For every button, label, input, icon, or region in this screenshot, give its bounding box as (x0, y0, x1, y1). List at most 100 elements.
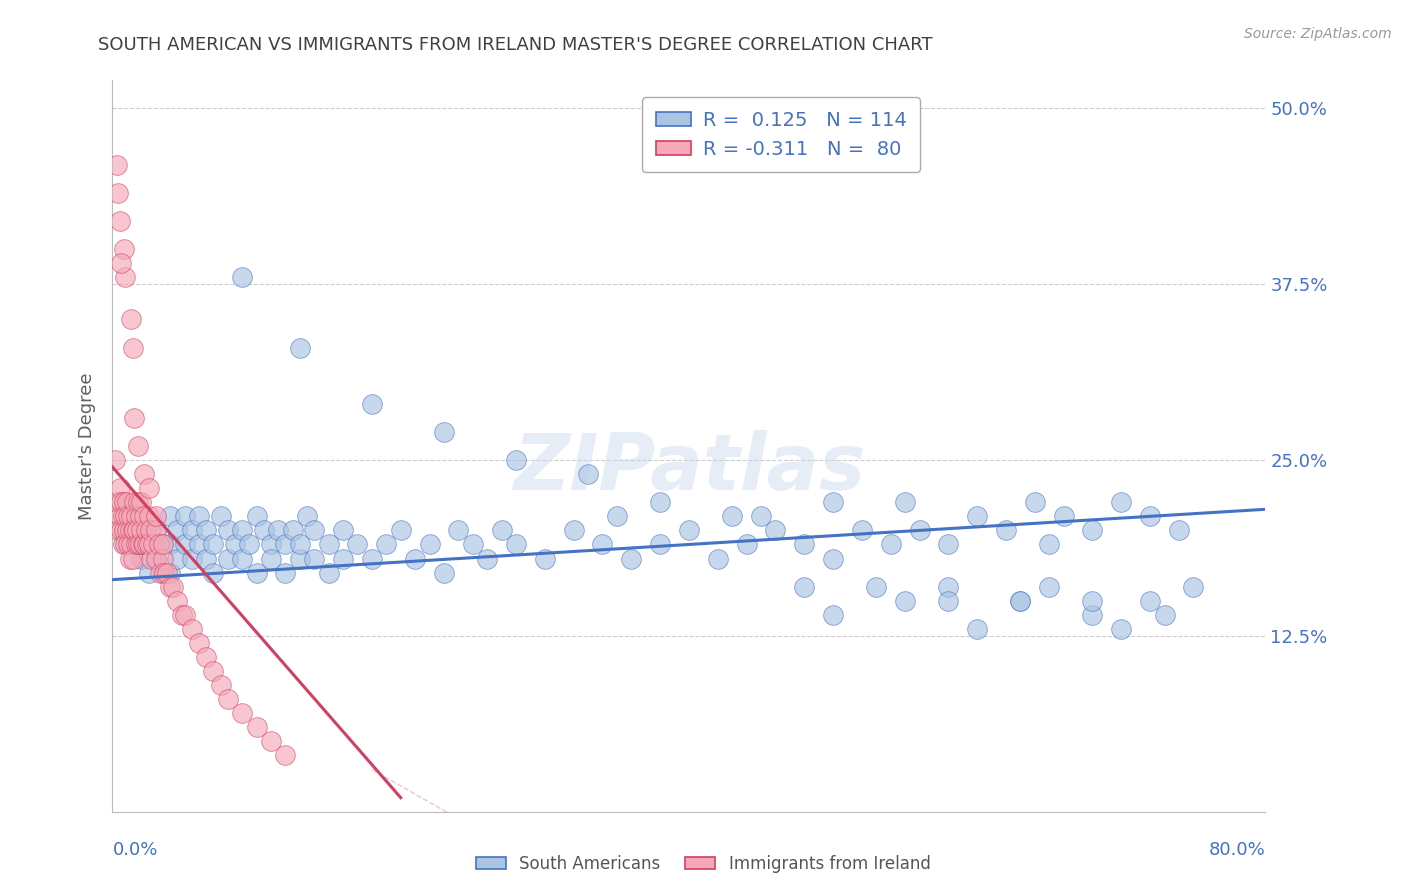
Point (217, 551, 239, 566)
Point (180, 622, 202, 636)
Point (152, 551, 174, 566)
Point (360, 397, 382, 411)
Point (152, 537, 174, 551)
Point (332, 524, 354, 538)
Text: 0.0%: 0.0% (112, 841, 157, 859)
Point (180, 524, 202, 538)
Point (195, 524, 218, 538)
Point (281, 524, 304, 538)
Point (135, 524, 157, 538)
Point (1038, 537, 1060, 551)
Point (650, 537, 672, 551)
Text: Source: ZipAtlas.com: Source: ZipAtlas.com (1244, 27, 1392, 41)
Point (117, 509, 139, 524)
Point (678, 524, 700, 538)
Point (1081, 593, 1104, 607)
Point (1010, 593, 1032, 607)
Point (112, 524, 135, 538)
Point (125, 524, 148, 538)
Point (112, 242, 135, 256)
Point (274, 566, 297, 580)
Point (1111, 622, 1133, 636)
Point (122, 524, 145, 538)
Point (304, 524, 326, 538)
Text: SOUTH AMERICAN VS IMMIGRANTS FROM IRELAND MASTER'S DEGREE CORRELATION CHART: SOUTH AMERICAN VS IMMIGRANTS FROM IRELAN… (98, 36, 934, 54)
Point (159, 566, 181, 580)
Point (238, 537, 260, 551)
Point (288, 341, 311, 355)
Point (127, 439, 149, 453)
Point (576, 467, 599, 482)
Point (110, 256, 132, 270)
Point (505, 537, 527, 551)
Point (735, 537, 758, 551)
Point (202, 664, 225, 678)
Point (865, 580, 887, 594)
Point (120, 509, 142, 524)
Point (134, 537, 156, 551)
Point (375, 537, 398, 551)
Point (124, 537, 146, 551)
Point (127, 537, 149, 551)
Point (1167, 524, 1189, 538)
Point (129, 551, 153, 566)
Point (120, 312, 142, 326)
Point (114, 537, 136, 551)
Point (332, 551, 354, 566)
Point (224, 537, 246, 551)
Point (121, 341, 143, 355)
Point (1111, 495, 1133, 509)
Y-axis label: Master's Degree: Master's Degree (77, 372, 96, 520)
Point (136, 537, 159, 551)
Point (153, 566, 176, 580)
Point (908, 524, 931, 538)
Point (1139, 593, 1161, 607)
Point (433, 566, 456, 580)
Point (118, 524, 141, 538)
Point (107, 186, 129, 200)
Point (110, 524, 132, 538)
Point (120, 537, 142, 551)
Point (202, 537, 225, 551)
Point (936, 593, 959, 607)
Point (138, 481, 160, 495)
Point (173, 537, 195, 551)
Point (346, 537, 368, 551)
Point (851, 524, 873, 538)
Point (145, 509, 167, 524)
Point (707, 551, 730, 566)
Point (217, 524, 239, 538)
Point (121, 551, 143, 566)
Point (129, 524, 153, 538)
Point (246, 720, 269, 734)
Point (231, 524, 253, 538)
Point (128, 509, 150, 524)
Point (117, 537, 139, 551)
Point (114, 509, 136, 524)
Point (793, 537, 815, 551)
Point (112, 495, 135, 509)
Point (721, 509, 744, 524)
Point (260, 537, 283, 551)
Point (148, 537, 170, 551)
Point (188, 636, 211, 650)
Point (115, 537, 138, 551)
Point (114, 270, 136, 285)
Point (159, 580, 181, 594)
Point (389, 524, 412, 538)
Point (111, 537, 134, 551)
Point (152, 566, 174, 580)
Point (534, 551, 557, 566)
Point (145, 551, 167, 566)
Point (115, 524, 138, 538)
Point (118, 551, 141, 566)
Point (134, 467, 156, 482)
Point (260, 734, 283, 748)
Point (209, 509, 232, 524)
Point (105, 495, 128, 509)
Text: ZIPatlas: ZIPatlas (513, 430, 865, 506)
Point (159, 537, 181, 551)
Point (821, 495, 844, 509)
Point (447, 524, 470, 538)
Point (821, 607, 844, 622)
